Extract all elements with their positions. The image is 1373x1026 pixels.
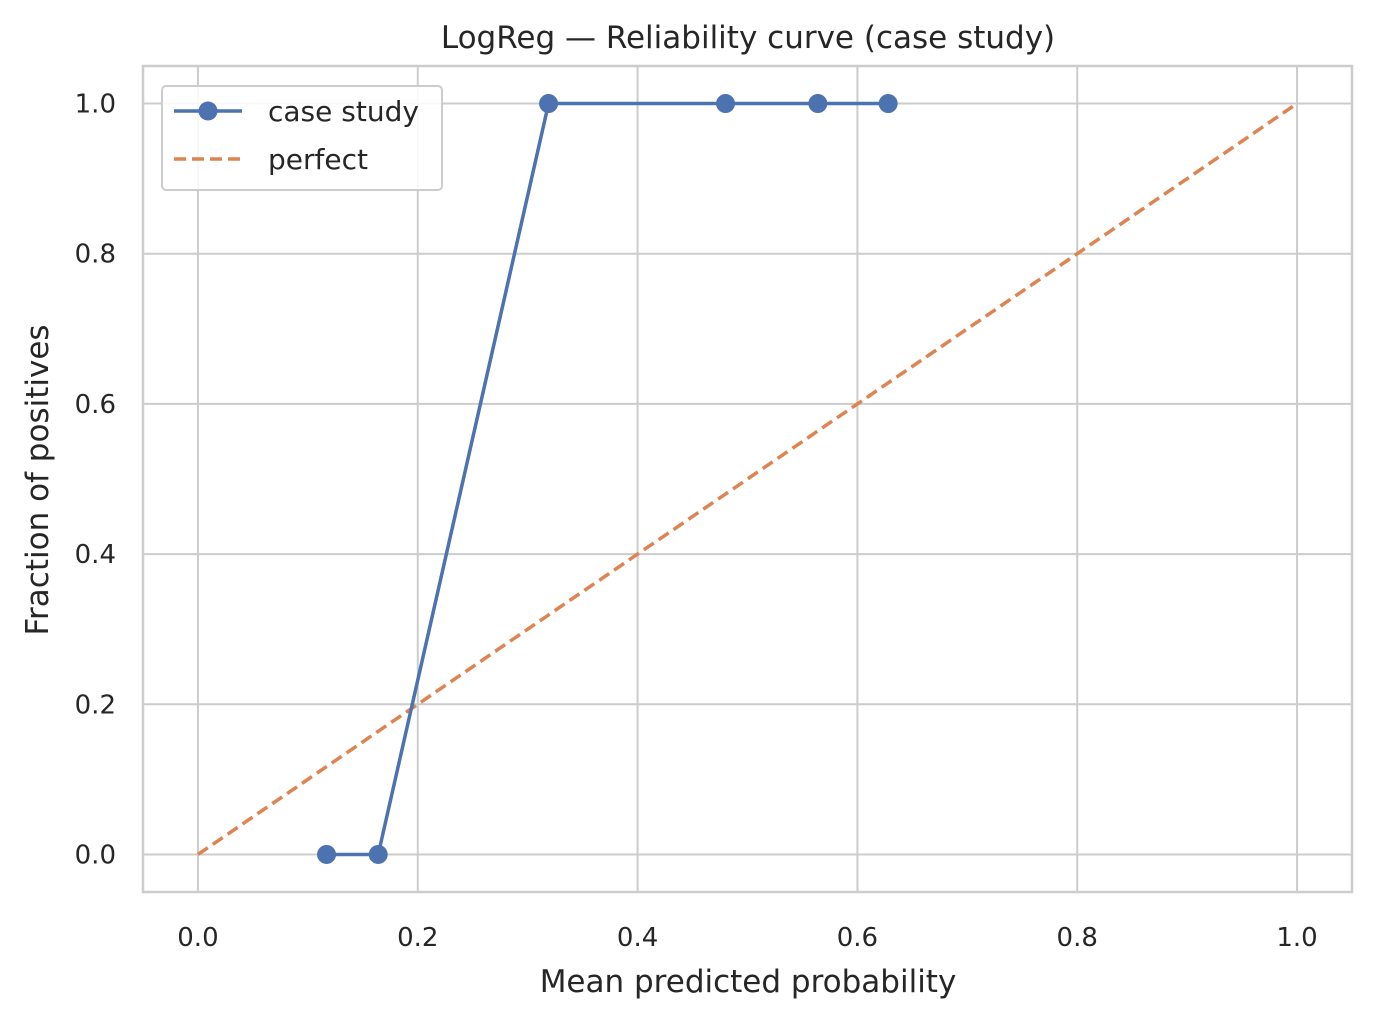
case-study-point-5 (878, 94, 898, 114)
x-tick-label-2: 0.4 (617, 923, 658, 953)
y-tick-label-4: 0.8 (75, 240, 116, 270)
chart-title: LogReg — Reliability curve (case study) (441, 20, 1055, 56)
y-tick-label-2: 0.4 (75, 540, 116, 570)
case-study-point-0 (317, 844, 337, 864)
case-study-point-3 (716, 94, 736, 114)
x-tick-label-1: 0.2 (397, 923, 438, 953)
legend: case study perfect (161, 85, 443, 191)
y-axis-label: Fraction of positives (20, 324, 56, 635)
x-tick-label-3: 0.6 (837, 923, 878, 953)
grid (143, 66, 1352, 892)
x-tick-label-5: 1.0 (1276, 923, 1317, 953)
y-tick-label-0: 0.0 (75, 840, 116, 870)
plot-frame (141, 64, 1354, 894)
series-layer (196, 94, 1299, 864)
legend-label-case-study: case study (268, 95, 419, 128)
legend-marker-case-study (198, 101, 218, 121)
x-tick-label-4: 0.8 (1057, 923, 1098, 953)
y-tick-label-3: 0.6 (75, 390, 116, 420)
x-tick-label-0: 0.0 (177, 923, 218, 953)
plot-border (141, 64, 1354, 894)
tick-labels: 0.0 0.2 0.4 0.6 0.8 1.0 0.0 0.2 0.4 0.6 0.8 1.0 (75, 90, 1318, 953)
x-axis-label: Mean predicted probability (540, 964, 957, 1000)
case-study-point-2 (539, 94, 559, 114)
y-tick-label-1: 0.2 (75, 690, 116, 720)
case-study-point-4 (808, 94, 828, 114)
y-tick-label-5: 1.0 (75, 90, 116, 120)
series-line-perfect (196, 102, 1299, 856)
case-study-point-1 (368, 844, 388, 864)
legend-label-perfect: perfect (268, 143, 368, 176)
